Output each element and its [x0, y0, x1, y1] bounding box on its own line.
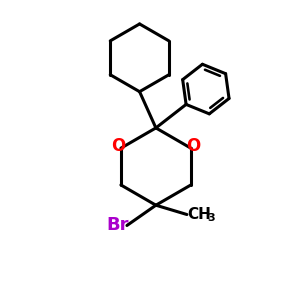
Text: O: O — [186, 137, 200, 155]
Text: CH: CH — [187, 207, 211, 222]
Text: O: O — [111, 137, 126, 155]
Text: 3: 3 — [207, 213, 215, 223]
Text: Br: Br — [106, 217, 129, 235]
